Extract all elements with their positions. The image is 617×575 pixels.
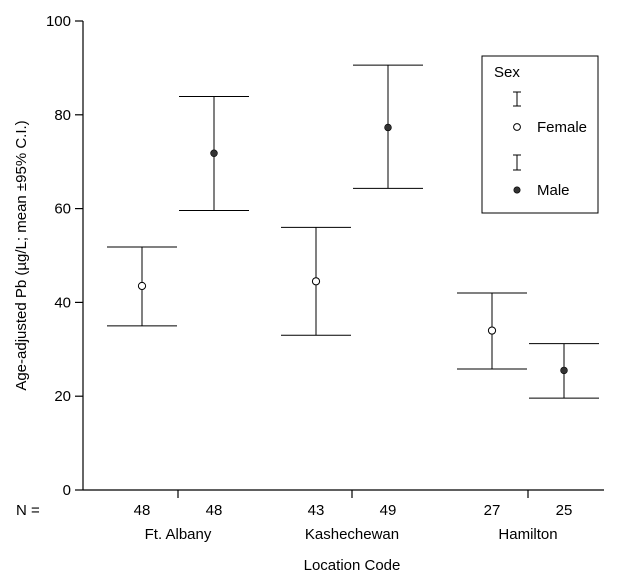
axes: 0 20 40 60 80 100 Ft. Albany Kashechewan Hamilto…: [13, 13, 604, 574]
male-mean-point: [384, 123, 392, 132]
legend-male-marker: [513, 186, 521, 194]
female-mean-point: [311, 277, 321, 286]
x-axis-title: Location Code: [304, 557, 401, 574]
legend-box: [481, 55, 599, 214]
y-tick-label: 20: [54, 388, 71, 405]
x-category-label: Kashechewan: [305, 526, 399, 543]
y-tick-label: 60: [54, 201, 71, 218]
legend-title: Sex: [494, 64, 520, 81]
n-count-label: 27: [484, 502, 501, 519]
legend-female-marker: [513, 123, 521, 131]
y-axis-title: Age-adjusted Pb (µg/L; mean ±95% C.I.): [13, 120, 30, 390]
legend-entry-label: Female: [537, 119, 587, 136]
n-count-label: 48: [206, 502, 223, 519]
y-tick-label: 0: [63, 482, 71, 499]
female-mean-point: [137, 281, 147, 291]
n-count-label: 25: [556, 502, 573, 519]
female-mean-point: [487, 326, 497, 335]
n-count-label: 43: [308, 502, 325, 519]
male-mean-point: [210, 149, 218, 157]
n-count-label: 48: [134, 502, 151, 519]
x-category-label: Ft. Albany: [145, 526, 212, 543]
legend-entry-label: Male: [537, 182, 570, 199]
y-tick-label: 80: [54, 107, 71, 124]
legend: Sex Female Male: [481, 55, 599, 214]
y-tick-label: 100: [46, 13, 71, 30]
n-prefix-label: N =: [16, 502, 40, 519]
y-tick-label: 40: [54, 294, 71, 311]
chart-marks: 48 43 27 48 49 25: [107, 64, 599, 519]
x-category-label: Hamilton: [498, 526, 557, 543]
n-count-label: 49: [380, 502, 397, 519]
male-mean-point: [560, 366, 568, 375]
